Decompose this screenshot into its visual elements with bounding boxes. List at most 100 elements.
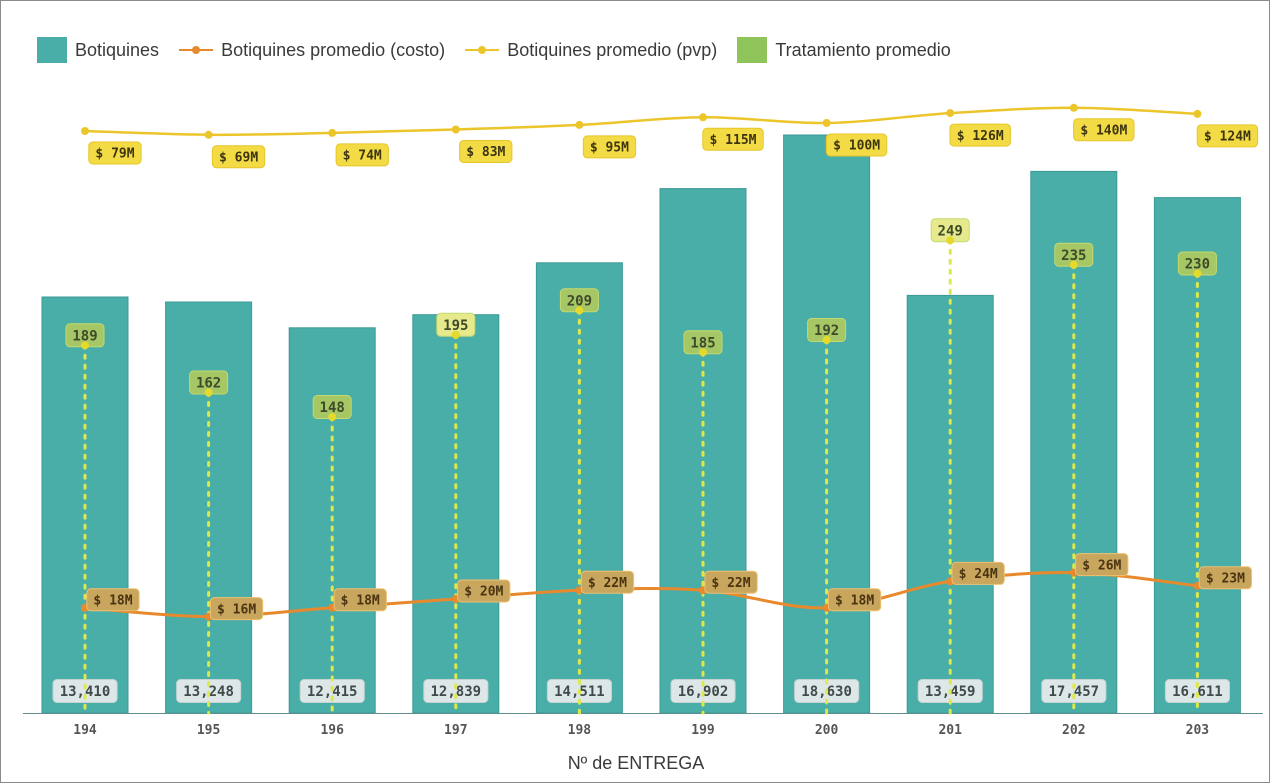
costo-label-197: $ 20M (464, 585, 503, 600)
pvp-label-194-box (88, 141, 142, 165)
legend-item-costo[interactable]: Botiquines promedio (costo) (179, 37, 445, 63)
costo-label-203: $ 23M (1206, 572, 1245, 587)
tratamiento-point-200 (822, 336, 831, 344)
legend-swatch-tratamiento (737, 37, 768, 63)
legend-item-botiquines[interactable]: Botiquines (37, 37, 159, 63)
pvp-label-200: $ 100M (833, 139, 880, 154)
costo-label-198: $ 22M (588, 576, 627, 591)
legend-item-tratamiento[interactable]: Tratamiento promedio (737, 37, 951, 63)
x-tick-200: 200 (815, 723, 839, 738)
x-tick-194: 194 (73, 723, 97, 738)
pvp-label-201: $ 126M (957, 129, 1004, 144)
tratamiento-label-203: 230 (1185, 257, 1210, 273)
pvp-label-203: $ 124M (1204, 130, 1251, 145)
x-tick-201: 201 (938, 723, 962, 738)
pvp-point-196 (328, 128, 337, 137)
costo-label-202-box (1075, 553, 1129, 577)
tratamiento-label-200: 192 (814, 323, 839, 339)
tratamiento-point-201 (946, 236, 955, 245)
pvp-label-200-box (825, 133, 888, 157)
pvp-label-201-box (949, 123, 1011, 147)
bar-label-197-box (423, 679, 489, 703)
tratamiento-point-197 (451, 330, 460, 339)
pvp-label-202: $ 140M (1080, 124, 1127, 139)
costo-label-197-box (457, 579, 511, 603)
pvp-line (84, 106, 1198, 137)
tratamiento-point-198 (575, 306, 584, 315)
bar-label-202: 17,457 (1049, 684, 1100, 700)
pvp-label-203-box (1196, 124, 1259, 148)
tratamiento-label-201: 249 (938, 223, 963, 239)
costo-label-200-box (827, 588, 882, 612)
costo-label-201-box (951, 561, 1005, 585)
costo-label-200: $ 18M (835, 594, 874, 609)
tratamiento-label-195: 162 (196, 376, 221, 392)
pvp-point-199 (699, 113, 707, 122)
tratamiento-point-199 (699, 348, 707, 357)
legend-label-costo: Botiquines promedio (costo) (221, 39, 446, 60)
bar-label-196: 12,415 (307, 684, 358, 700)
pvp-label-194: $ 79M (95, 147, 134, 162)
pvp-label-199: $ 115M (710, 133, 757, 148)
costo-label-194-box (86, 588, 140, 612)
tratamiento-point-195 (204, 388, 213, 397)
tratamiento-label-197: 195 (443, 318, 468, 334)
x-tick-198: 198 (568, 723, 592, 738)
x-tick-196: 196 (320, 723, 344, 738)
pvp-point-203 (1193, 109, 1202, 118)
pvp-label-195-box (211, 145, 266, 169)
pvp-point-195 (204, 130, 213, 139)
tratamiento-label-198: 209 (567, 293, 592, 309)
tratamiento-point-196 (328, 413, 337, 421)
costo-label-194: $ 18M (93, 594, 132, 609)
legend-swatch-pvp (465, 37, 500, 63)
x-tick-199: 199 (691, 723, 714, 738)
costo-label-196-box (333, 588, 387, 612)
pvp-label-197: $ 83M (466, 145, 505, 160)
pvp-point-197 (451, 125, 460, 134)
tratamiento-label-199: 185 (690, 335, 715, 351)
pvp-label-197-box (459, 140, 513, 163)
tratamiento-point-203 (1193, 269, 1202, 278)
x-axis-title: Nº de ENTREGA (567, 753, 705, 773)
bar-label-202-box (1041, 679, 1107, 703)
x-tick-195: 195 (197, 723, 220, 738)
costo-line (84, 571, 1198, 619)
costo-label-198-box (580, 570, 635, 594)
costo-label-195: $ 16M (217, 602, 256, 617)
legend-item-pvp[interactable]: Botiquines promedio (pvp) (465, 37, 717, 63)
pvp-point-198 (575, 120, 584, 129)
pvp-label-198-box (582, 135, 637, 159)
tratamiento-label-202: 235 (1061, 248, 1086, 264)
chart-legend: Botiquines Botiquines promedio (costo) B… (37, 37, 971, 63)
x-tick-203: 203 (1186, 723, 1209, 738)
legend-label-tratamiento: Tratamiento promedio (775, 39, 951, 60)
pvp-point-201 (946, 109, 955, 118)
pvp-label-198: $ 95M (590, 141, 629, 156)
costo-label-202: $ 26M (1082, 558, 1121, 573)
legend-swatch-costo (179, 37, 214, 63)
pvp-point-202 (1069, 103, 1078, 112)
tratamiento-point-194 (81, 341, 89, 350)
costo-label-203-box (1198, 566, 1252, 590)
x-tick-197: 197 (444, 723, 467, 738)
costo-label-201: $ 24M (959, 567, 998, 582)
tratamiento-point-202 (1069, 260, 1078, 269)
costo-label-196: $ 18M (341, 594, 380, 609)
legend-swatch-botiquines (37, 37, 67, 63)
tratamiento-label-194: 189 (72, 328, 97, 344)
pvp-label-196: $ 74M (343, 149, 382, 164)
pvp-label-196-box (335, 143, 389, 167)
tratamiento-label-196: 148 (320, 400, 345, 416)
legend-label-botiquines: Botiquines (75, 39, 160, 60)
costo-label-195-box (209, 597, 264, 621)
costo-label-199: $ 22M (711, 576, 750, 591)
bar-198 (535, 262, 623, 714)
pvp-label-199-box (702, 127, 764, 151)
x-tick-202: 202 (1062, 723, 1085, 738)
costo-label-199-box (704, 570, 758, 594)
pvp-label-195: $ 69M (219, 151, 258, 166)
pvp-point-194 (81, 127, 89, 135)
